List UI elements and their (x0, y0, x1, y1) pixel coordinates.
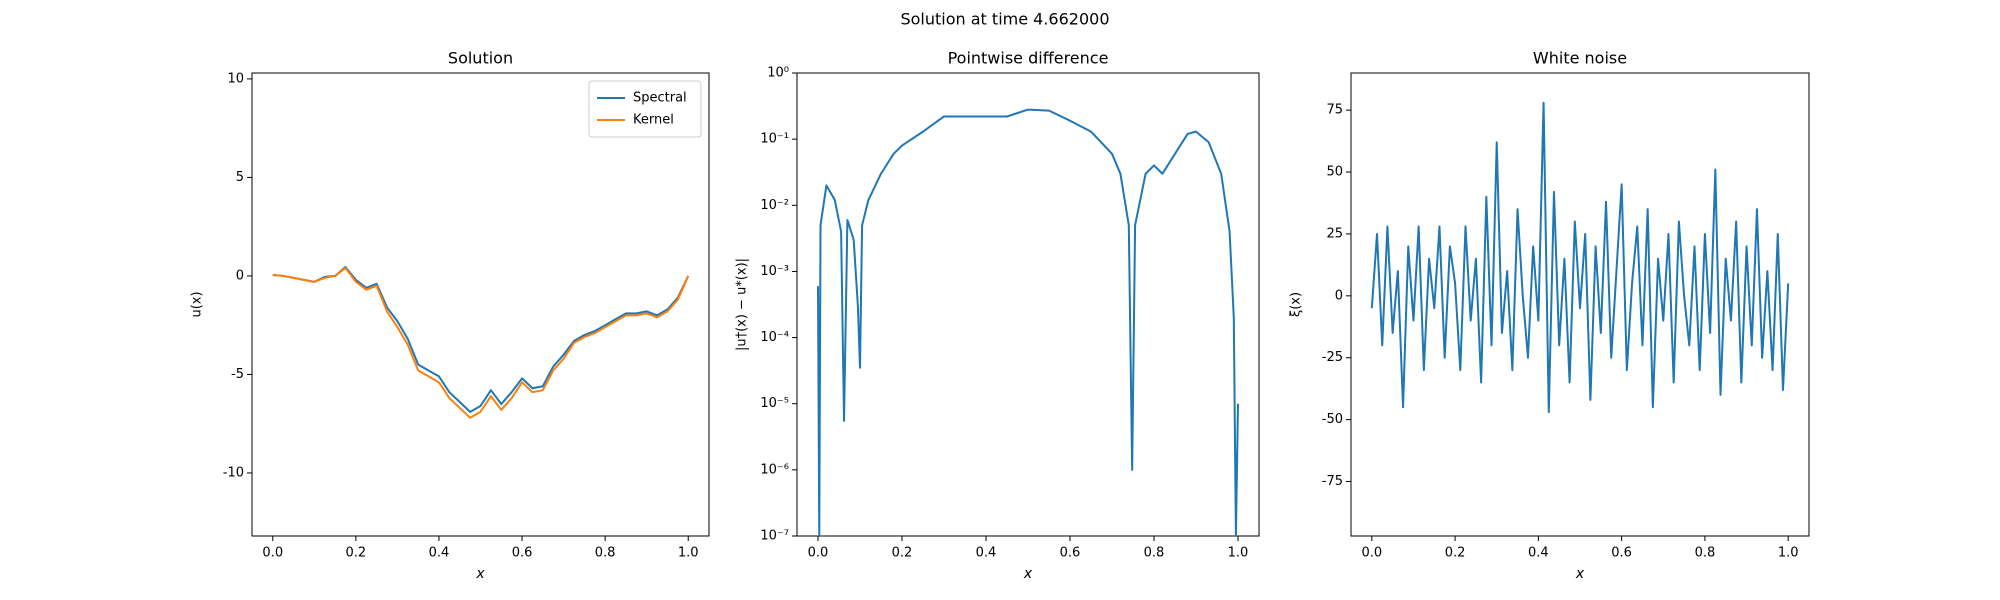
y-tick-label: 50 (1326, 165, 1343, 180)
y-axis-label: |u†(x) − u*(x)| (735, 258, 750, 351)
x-tick-label: 0.8 (1695, 546, 1716, 561)
x-tick-label: 0.6 (512, 546, 533, 561)
x-tick-label: 0.0 (1361, 546, 1382, 561)
x-axis-label: x (475, 566, 485, 582)
y-tick-label: 0 (236, 268, 244, 283)
subplot-title: Solution (448, 49, 513, 68)
y-axis-label: u(x) (190, 291, 205, 317)
x-tick-label: 1.0 (1778, 546, 1799, 561)
x-tick-label: 0.6 (1611, 546, 1632, 561)
subplot-title: White noise (1533, 49, 1627, 68)
legend-box (588, 80, 702, 138)
y-tick-label: 10⁻⁶ (760, 462, 789, 477)
y-axis-label: ξ(x) (1289, 292, 1304, 317)
y-tick-label: -50 (1322, 412, 1343, 427)
x-tick-label: 0.4 (1528, 546, 1549, 561)
y-tick-label: 5 (236, 170, 244, 185)
x-tick-label: 0.8 (595, 546, 616, 561)
y-tick-label: 10 (227, 71, 244, 86)
plot-frame (1350, 72, 1810, 537)
x-tick-label: 1.0 (1228, 546, 1249, 561)
y-tick-label: 10⁰ (767, 66, 789, 81)
plot-frame (251, 72, 710, 537)
data-line (1370, 101, 1790, 414)
x-tick-label: 0.2 (892, 546, 913, 561)
x-tick-label: 0.2 (346, 546, 367, 561)
y-tick-label: -10 (223, 465, 244, 480)
y-tick-label: 10⁻³ (760, 264, 789, 279)
y-tick-label: -75 (1322, 474, 1343, 489)
x-axis-label: x (1575, 566, 1585, 582)
y-tick-label: 10⁻¹ (760, 132, 789, 147)
x-tick-label: 0.8 (1144, 546, 1165, 561)
x-tick-label: 0.4 (976, 546, 997, 561)
figure-title: Solution at time 4.662000 (900, 10, 1109, 29)
y-tick-label: 10⁻² (760, 198, 789, 213)
y-tick-label: 10⁻⁷ (760, 529, 789, 544)
y-tick-label: 0 (1335, 288, 1343, 303)
y-tick-label: 25 (1326, 226, 1343, 241)
x-tick-label: 0.0 (262, 546, 283, 561)
y-tick-label: -5 (231, 367, 244, 382)
x-tick-label: 0.6 (1060, 546, 1081, 561)
legend-label: Kernel (633, 113, 674, 128)
y-tick-label: 75 (1326, 103, 1343, 118)
data-line (817, 108, 1239, 537)
x-tick-label: 0.0 (808, 546, 829, 561)
x-axis-label: x (1023, 566, 1033, 582)
y-tick-label: -25 (1322, 350, 1343, 365)
data-line (272, 267, 690, 419)
x-tick-label: 0.4 (429, 546, 450, 561)
subplot-title: Pointwise difference (948, 49, 1109, 68)
y-tick-label: 10⁻⁴ (760, 330, 789, 345)
y-tick-label: 10⁻⁵ (760, 396, 789, 411)
x-tick-label: 0.2 (1445, 546, 1466, 561)
x-tick-label: 1.0 (678, 546, 699, 561)
legend-label: Spectral (633, 91, 687, 106)
plot-frame (796, 72, 1260, 537)
